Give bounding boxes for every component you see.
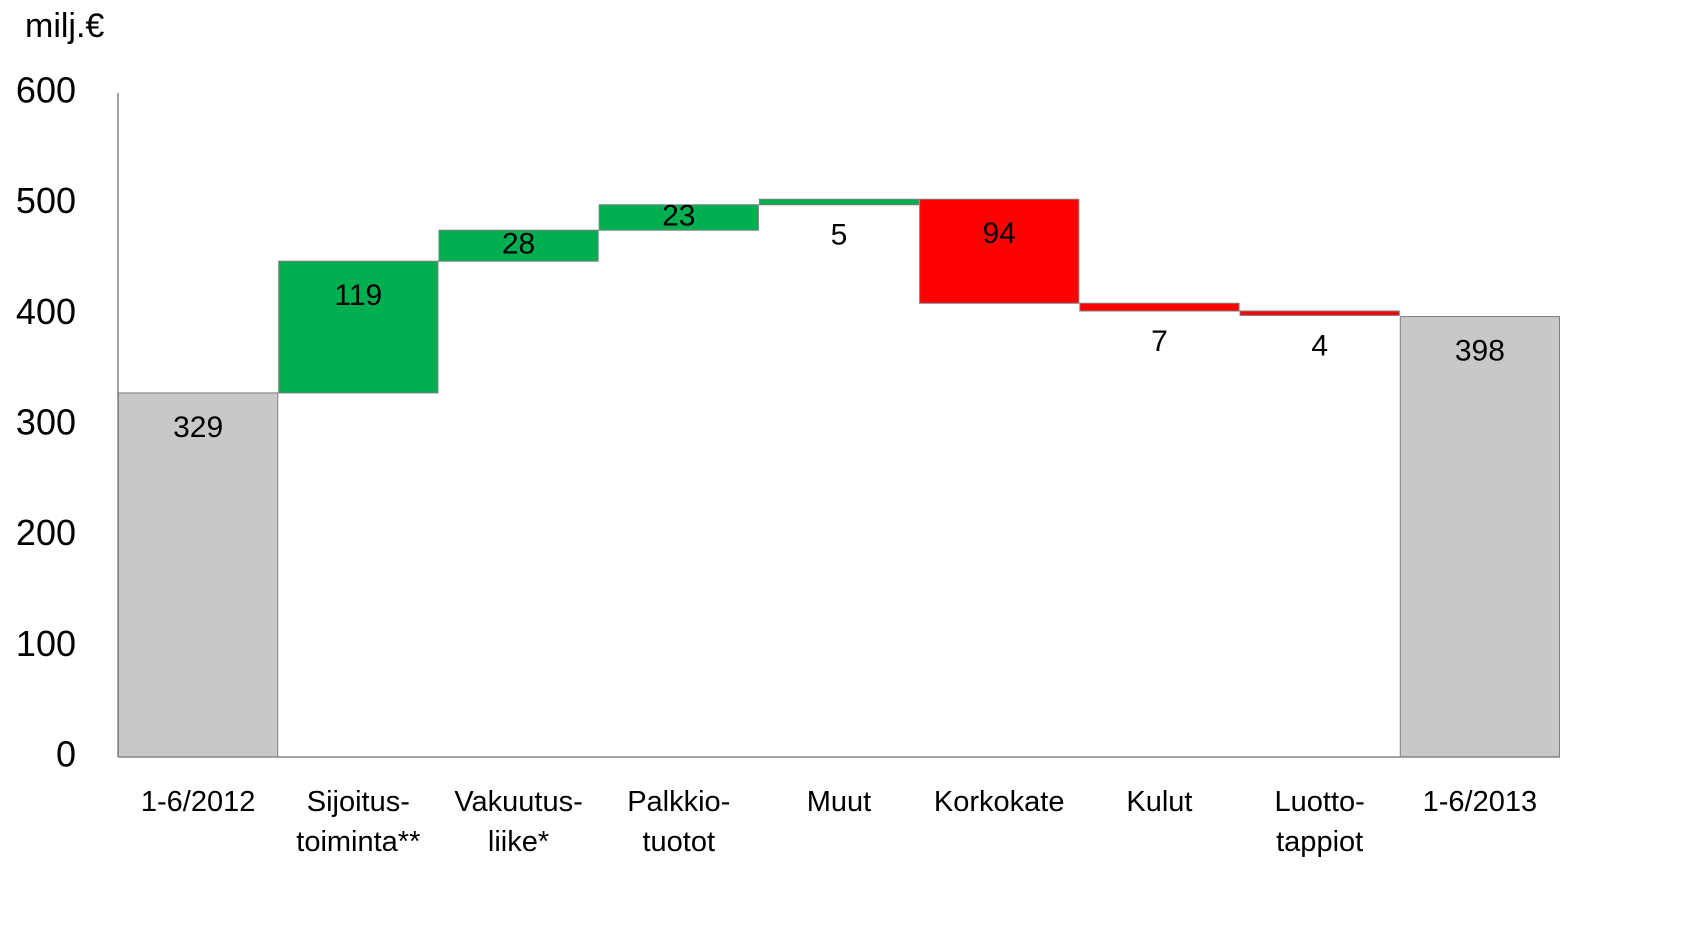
y-tick-label: 500 xyxy=(16,180,76,221)
bar xyxy=(1399,316,1561,758)
x-tick-label: 1-6/2013 xyxy=(1423,786,1538,818)
value-label: 23 xyxy=(662,199,695,232)
value-label: 94 xyxy=(983,217,1016,250)
x-tick-line: Vakuutus- xyxy=(454,786,582,818)
y-axis-label: milj.€ xyxy=(25,7,104,45)
x-tick-line: Sijoitus- xyxy=(307,786,410,818)
x-tick-line: 1-6/2013 xyxy=(1423,786,1538,818)
bar xyxy=(278,260,439,394)
x-tick-line: Muut xyxy=(807,786,871,818)
y-tick-label: 600 xyxy=(16,70,76,111)
value-label: 5 xyxy=(831,219,848,252)
x-tick-line: 1-6/2012 xyxy=(141,786,256,818)
x-tick-label: 1-6/2012 xyxy=(141,786,256,818)
x-tick-line: Korkokate xyxy=(934,786,1065,818)
x-tick-label: Korkokate xyxy=(934,786,1065,818)
bar xyxy=(1239,310,1400,316)
y-tick-label: 300 xyxy=(16,402,76,443)
x-tick-label: Muut xyxy=(807,786,871,818)
bar xyxy=(758,198,920,206)
x-tick-line: liike* xyxy=(488,826,549,858)
x-tick-label: Vakuutus-liike* xyxy=(454,786,582,858)
value-label: 398 xyxy=(1455,334,1505,367)
x-tick-label: Palkkio-tuotot xyxy=(627,786,730,858)
x-tick-line: tappiot xyxy=(1276,826,1363,858)
y-tick-label: 400 xyxy=(16,291,76,332)
bar xyxy=(1079,302,1240,312)
x-tick-line: Palkkio- xyxy=(627,786,730,818)
x-tick-label: Luotto-tappiot xyxy=(1275,786,1365,858)
value-label: 329 xyxy=(173,411,223,444)
y-tick-label: 0 xyxy=(56,734,76,775)
value-label: 4 xyxy=(1311,329,1328,362)
x-tick-line: Kulut xyxy=(1126,786,1192,818)
bar xyxy=(438,229,599,262)
value-label: 28 xyxy=(502,228,535,261)
x-tick-label: Sijoitus-toiminta** xyxy=(296,786,420,858)
x-tick-label: Kulut xyxy=(1126,786,1192,818)
bar xyxy=(118,392,279,758)
bar xyxy=(919,198,1080,304)
value-label: 119 xyxy=(334,279,382,312)
y-tick-label: 200 xyxy=(16,512,76,553)
x-tick-line: Luotto- xyxy=(1275,786,1365,818)
y-tick-label: 100 xyxy=(16,623,76,664)
bar xyxy=(598,204,759,231)
x-tick-line: toiminta** xyxy=(296,826,420,858)
value-label: 7 xyxy=(1151,325,1168,358)
x-tick-line: tuotot xyxy=(642,826,715,858)
